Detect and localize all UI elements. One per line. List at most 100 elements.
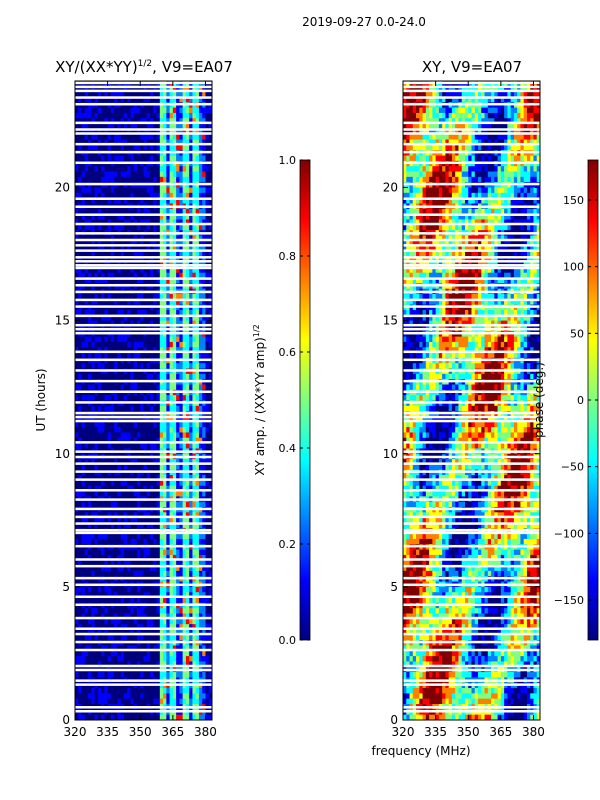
heat-cell — [202, 208, 206, 215]
heat-cell — [91, 134, 95, 140]
heat-cell — [110, 549, 115, 556]
heat-cell — [101, 475, 105, 481]
heat-cell — [182, 597, 187, 604]
heat-cell — [101, 693, 105, 700]
heat-cell — [150, 144, 154, 151]
heat-cell — [205, 341, 210, 348]
heat-cell — [198, 214, 203, 220]
heat-cell — [195, 688, 200, 694]
heat-cell — [198, 395, 203, 401]
heat-cell — [179, 219, 184, 226]
heat-cell — [202, 347, 206, 353]
heat-cell — [81, 661, 86, 668]
heat-cell — [81, 235, 86, 242]
heat-cell — [153, 485, 157, 492]
heat-cell — [107, 421, 112, 428]
heat-cell — [156, 294, 161, 300]
heat-cell — [110, 693, 115, 700]
heat-cell — [176, 299, 180, 306]
heat-cell — [182, 501, 187, 508]
heat-cell — [202, 634, 206, 641]
heat-cell — [146, 139, 151, 146]
heat-cell — [166, 538, 170, 545]
heat-cell — [117, 251, 122, 258]
heat-cell — [101, 464, 105, 471]
heat-cell — [146, 592, 151, 598]
heat-cell — [143, 421, 148, 428]
heat-cell — [166, 144, 170, 151]
heat-cell — [94, 480, 99, 487]
heat-cell — [169, 586, 174, 593]
heat-cell — [127, 443, 131, 449]
heat-cell — [202, 192, 206, 199]
heat-cell — [163, 522, 167, 529]
heat-cell — [94, 192, 99, 199]
heat-cell — [91, 267, 95, 274]
heat-cell — [205, 629, 210, 636]
heat-cell — [117, 214, 122, 220]
heat-cell — [140, 123, 144, 130]
heat-cell — [123, 645, 128, 652]
heat-cell — [195, 443, 200, 449]
heat-cell — [182, 565, 187, 572]
heat-cell — [84, 698, 89, 705]
heat-cell — [202, 538, 206, 545]
heat-cell — [202, 560, 206, 566]
heat-cell — [84, 134, 89, 140]
heat-cell — [75, 240, 79, 247]
heat-cell — [107, 107, 112, 114]
heat-cell — [146, 128, 151, 135]
heat-cell — [114, 315, 118, 322]
heat-cell — [114, 294, 118, 300]
heat-cell — [127, 549, 131, 556]
heat-cell — [127, 405, 131, 412]
heat-cell — [94, 586, 99, 593]
heat-cell — [189, 384, 193, 391]
heat-cell — [84, 624, 89, 630]
heat-cell — [185, 246, 190, 252]
heat-cell — [198, 688, 203, 694]
heat-cell — [101, 421, 105, 428]
heat-cell — [127, 118, 131, 124]
heat-cell — [179, 123, 184, 130]
heat-cell — [140, 315, 144, 322]
heat-cell — [179, 629, 184, 636]
heat-cell — [208, 538, 213, 545]
heat-cell — [159, 294, 164, 300]
heat-cell — [189, 661, 193, 668]
heat-cell — [127, 554, 131, 561]
heat-cell — [88, 123, 92, 130]
heat-cell — [205, 693, 210, 700]
heat-cell — [163, 475, 167, 481]
heat-cell — [88, 384, 92, 391]
heat-cell — [192, 624, 197, 630]
heat-cell — [166, 347, 170, 353]
heat-cell — [75, 650, 79, 657]
heat-cell — [84, 294, 89, 300]
heat-cell — [114, 267, 118, 274]
heat-cell — [182, 96, 187, 103]
heat-cell — [169, 336, 174, 343]
heat-cell — [169, 267, 174, 274]
heat-cell — [185, 128, 190, 135]
heat-cell — [156, 112, 161, 119]
heat-cell — [195, 432, 200, 439]
heat-cell — [153, 91, 157, 98]
heat-cell — [189, 112, 193, 119]
heat-cell — [107, 565, 112, 572]
heat-cell — [101, 373, 105, 380]
heat-cell — [208, 267, 213, 274]
heat-cell — [182, 608, 187, 614]
heat-cell — [120, 384, 125, 391]
heat-cell — [150, 693, 154, 700]
heat-cell — [120, 373, 125, 380]
heat-cell — [101, 512, 105, 519]
heat-cell — [123, 267, 128, 274]
heat-cell — [97, 650, 102, 657]
heat-cell — [133, 608, 138, 614]
heat-cell — [185, 512, 190, 519]
heat-cell — [104, 645, 109, 652]
heat-cell — [104, 320, 109, 327]
heat-cell — [159, 538, 164, 545]
heat-cell — [104, 347, 109, 353]
